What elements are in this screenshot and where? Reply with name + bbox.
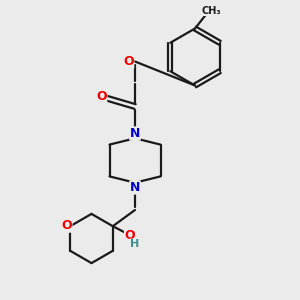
Text: O: O xyxy=(61,219,72,232)
Text: N: N xyxy=(130,127,140,140)
Text: O: O xyxy=(123,55,134,68)
Text: H: H xyxy=(130,239,139,249)
Text: N: N xyxy=(130,181,140,194)
Text: CH₃: CH₃ xyxy=(201,5,221,16)
Text: O: O xyxy=(124,229,135,242)
Text: O: O xyxy=(96,90,107,104)
